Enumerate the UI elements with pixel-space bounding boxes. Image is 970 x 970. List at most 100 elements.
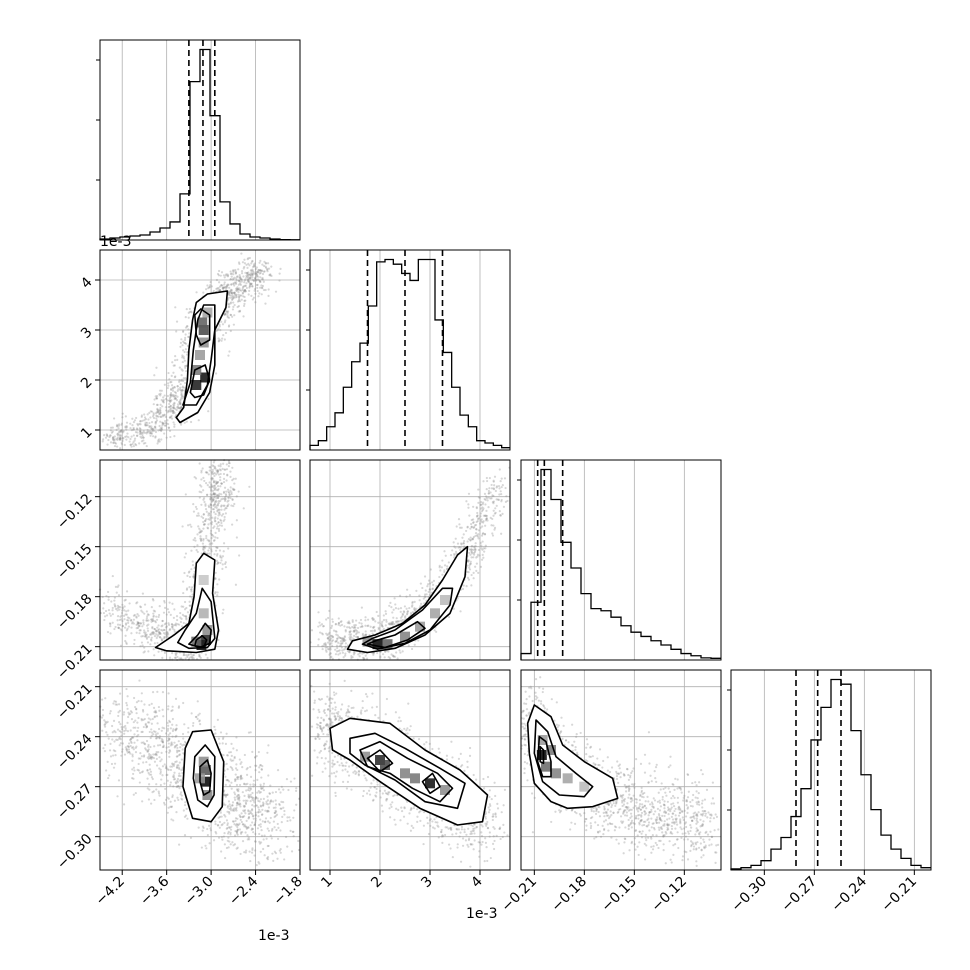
- scatter-point: [206, 484, 209, 487]
- scatter-point: [123, 599, 126, 602]
- scatter-point: [261, 278, 265, 281]
- scatter-point: [175, 408, 178, 412]
- scatter-point: [170, 407, 173, 410]
- histogram-bar: [385, 260, 393, 450]
- scatter-point: [133, 437, 137, 440]
- scatter-point: [107, 596, 110, 599]
- scatter-point: [149, 770, 153, 773]
- scatter-point: [477, 488, 480, 491]
- scatter-point: [134, 751, 138, 754]
- scatter-point: [223, 338, 226, 341]
- scatter-point: [213, 503, 216, 506]
- scatter-point: [179, 611, 182, 615]
- scatter-point: [251, 821, 254, 824]
- scatter-point: [176, 618, 179, 622]
- scatter-point: [254, 849, 257, 852]
- scatter-point: [245, 286, 248, 290]
- scatter-point: [175, 615, 179, 618]
- scatter-point: [134, 791, 137, 795]
- scatter-point: [169, 768, 173, 772]
- scatter-point: [182, 357, 186, 360]
- scatter-point: [173, 364, 176, 367]
- scatter-point: [255, 864, 258, 867]
- scatter-point: [230, 787, 233, 790]
- scatter-point: [248, 285, 251, 288]
- scatter-point: [156, 626, 159, 629]
- scatter-point: [179, 742, 182, 746]
- scatter-point: [167, 708, 170, 711]
- scatter-point: [275, 828, 278, 832]
- scatter-point: [171, 794, 174, 797]
- scatter-point: [202, 497, 206, 500]
- scatter-point: [231, 466, 234, 469]
- scatter-point: [156, 410, 160, 413]
- scatter-point: [403, 616, 407, 619]
- scatter-point: [162, 628, 165, 632]
- scatter-point: [222, 286, 225, 289]
- scatter-point: [103, 615, 107, 618]
- scatter-point: [234, 819, 237, 822]
- scatter-point: [166, 419, 169, 422]
- scatter-point: [256, 270, 259, 273]
- scatter-point: [138, 629, 141, 632]
- scatter-point: [150, 618, 153, 621]
- scatter-point: [216, 468, 219, 472]
- scatter-point: [227, 496, 230, 499]
- scatter-point: [423, 575, 427, 578]
- scatter-point: [187, 524, 190, 527]
- scatter-point: [202, 545, 205, 548]
- scatter-point: [243, 794, 246, 797]
- scatter-point: [116, 623, 120, 626]
- scatter-point: [173, 385, 176, 389]
- scatter-point: [235, 287, 238, 291]
- histogram-bar: [443, 352, 451, 450]
- scatter-point: [227, 800, 231, 803]
- scatter-point: [261, 787, 264, 790]
- scatter-point: [153, 745, 156, 748]
- scatter-point: [151, 777, 154, 781]
- scatter-point: [132, 444, 135, 448]
- scatter-point: [223, 486, 227, 489]
- scatter-point: [218, 820, 222, 824]
- scatter-point: [120, 429, 123, 432]
- scatter-point: [233, 293, 237, 296]
- scatter-point: [208, 512, 211, 515]
- scatter-point: [222, 608, 225, 611]
- histogram-bar: [891, 849, 901, 870]
- scatter-point: [145, 444, 148, 448]
- scatter-point: [218, 281, 221, 284]
- scatter-point: [164, 415, 167, 419]
- scatter-point: [218, 578, 221, 581]
- scatter-point: [406, 612, 409, 615]
- scatter-point: [181, 625, 184, 628]
- scatter-point: [246, 271, 249, 275]
- scatter-point: [141, 800, 144, 803]
- scatter-point: [152, 648, 155, 651]
- scatter-point: [255, 274, 259, 277]
- scatter-point: [485, 497, 488, 500]
- scatter-point: [253, 264, 256, 268]
- scatter-point: [498, 510, 501, 513]
- scatter-point: [199, 484, 202, 487]
- scatter-point: [143, 646, 146, 649]
- scatter-point: [216, 536, 219, 540]
- scatter-point: [186, 353, 189, 356]
- scatter-point: [428, 582, 432, 585]
- scatter-point: [424, 589, 427, 592]
- scatter-point: [438, 566, 441, 569]
- scatter-point: [232, 291, 236, 294]
- scatter-point: [387, 656, 390, 659]
- scatter-point: [142, 623, 145, 626]
- scatter-point: [217, 340, 220, 343]
- scatter-point: [113, 438, 116, 441]
- scatter-point: [148, 430, 151, 433]
- scatter-point: [258, 280, 262, 283]
- scatter-point: [174, 407, 177, 411]
- scatter-point: [241, 292, 244, 295]
- scatter-point: [114, 585, 117, 588]
- scatter-point: [205, 471, 208, 474]
- scatter-point: [228, 286, 231, 289]
- scatter-point: [105, 595, 108, 598]
- scatter-point: [166, 608, 169, 611]
- scatter-point: [377, 621, 380, 624]
